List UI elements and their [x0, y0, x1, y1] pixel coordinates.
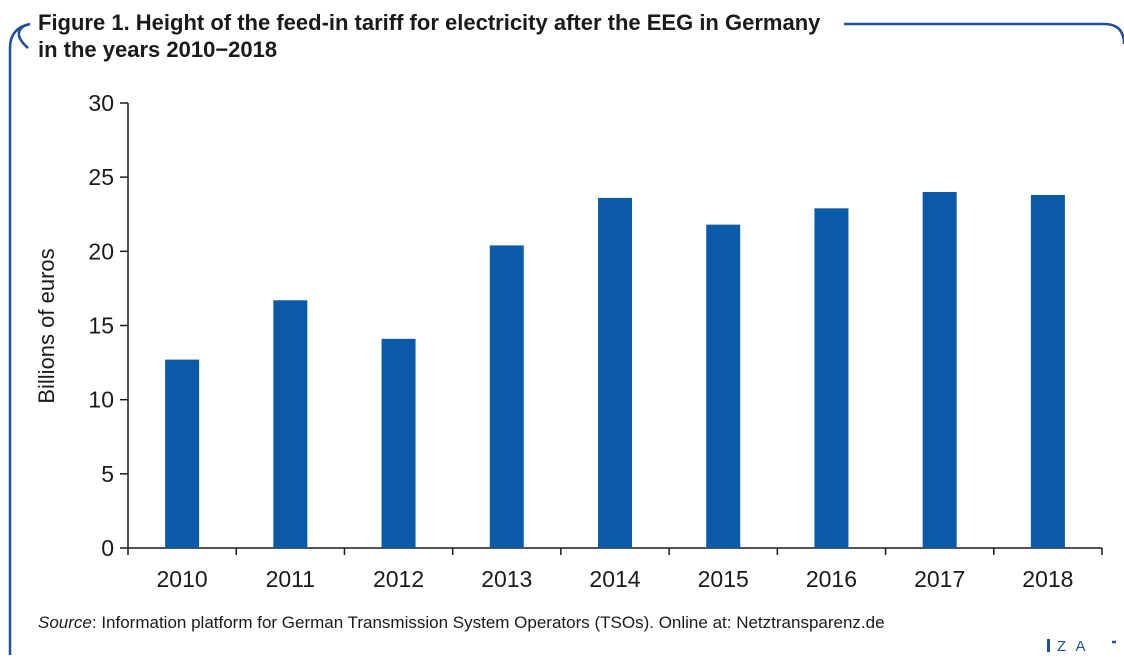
chart-title: Figure 1. Height of the feed-in tariff f… [38, 9, 844, 63]
source-label: Source [38, 613, 92, 632]
bar-2010 [165, 359, 200, 548]
x-tick-label: 2014 [589, 566, 640, 592]
y-tick-label: 5 [101, 461, 114, 487]
bar-2015 [706, 224, 741, 548]
x-tick-label: 2017 [914, 566, 965, 592]
x-tick-label: 2016 [806, 566, 857, 592]
source-text: : Information platform for German Transm… [91, 613, 885, 632]
bar-2014 [598, 197, 632, 548]
y-tick-label: 25 [88, 164, 114, 190]
x-tick-label: 2018 [1022, 566, 1073, 592]
bar-2011 [273, 300, 308, 548]
bars [165, 192, 1065, 549]
y-tick-label: 0 [101, 535, 114, 561]
y-tick-label: 15 [88, 313, 114, 339]
y-tick-label: 10 [88, 387, 114, 413]
x-tick-label: 2011 [266, 566, 315, 592]
bar-2012 [381, 338, 416, 548]
y-tick-label: 30 [88, 90, 114, 116]
bar-2018 [1030, 194, 1065, 548]
bar-2016 [814, 208, 849, 549]
axes: 0 5 10 15 20 25 30 2010 2011 2012 2013 2014 2015 2016… [88, 90, 1103, 592]
iza-logo: Z A [1047, 638, 1089, 655]
x-tick-label: 2015 [698, 566, 749, 592]
bar-2013 [489, 245, 524, 548]
bar-2017 [922, 192, 957, 548]
x-tick-label: 2013 [481, 566, 532, 592]
logo-text: Z A [1057, 638, 1089, 655]
x-tick-label: 2010 [157, 566, 208, 592]
y-tick-label: 20 [88, 238, 114, 264]
y-axis-label: Billions of euros [34, 248, 59, 403]
logo-bar-mark [1047, 639, 1050, 652]
source-note: Source: Information platform for German … [38, 613, 885, 633]
x-tick-label: 2012 [373, 566, 424, 592]
